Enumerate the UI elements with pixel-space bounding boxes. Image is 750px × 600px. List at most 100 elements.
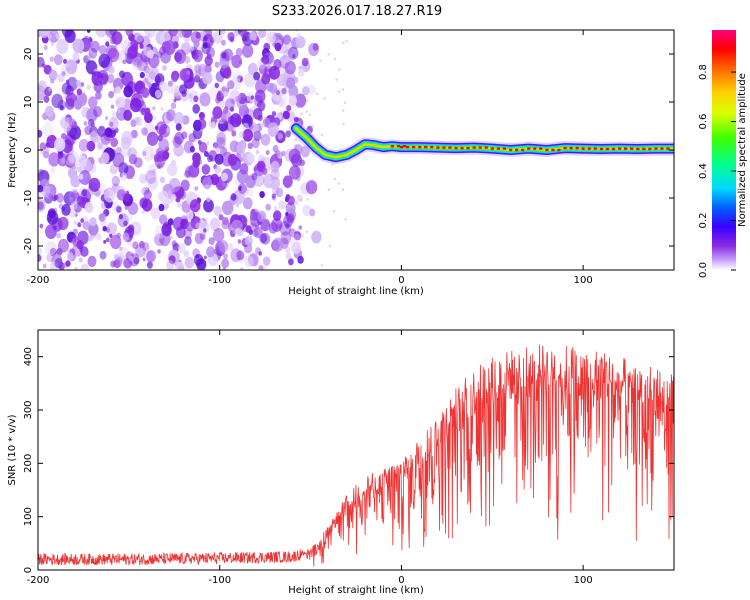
snr-panel: -200 -100 0 100 0 100 200 300 400 Height of stra… — [7, 329, 675, 596]
noise-blob — [78, 138, 89, 152]
noise-blob — [113, 89, 117, 94]
noise-blob — [38, 80, 47, 91]
noise-speck — [319, 59, 322, 62]
ridge-peak — [593, 147, 597, 150]
noise-blob — [80, 158, 92, 174]
snr-y-axis-label: SNR (10 * v/v) — [7, 414, 18, 485]
noise-blob — [158, 138, 169, 152]
ridge-peak — [575, 146, 579, 150]
noise-blob — [106, 222, 117, 236]
noise-blob — [154, 233, 165, 247]
noise-blob — [131, 56, 143, 71]
noise-blob — [78, 173, 84, 180]
noise-blob — [166, 260, 175, 270]
noise-blob — [277, 132, 284, 140]
noise-speck — [337, 182, 340, 185]
noise-blob — [312, 43, 319, 51]
noise-blob — [165, 203, 169, 209]
noise-blob — [73, 178, 79, 185]
noise-blob — [224, 98, 235, 111]
noise-blob — [230, 193, 237, 201]
noise-blob — [245, 225, 252, 233]
noise-blob — [111, 175, 121, 187]
noise-blob — [158, 190, 168, 202]
noise-blob — [231, 54, 243, 69]
noise-blob — [244, 243, 253, 254]
noise-blob — [160, 106, 164, 111]
noise-blob — [81, 189, 88, 197]
noise-blob — [288, 165, 301, 180]
noise-blob — [194, 232, 204, 245]
noise-blob — [142, 150, 147, 156]
ridge-peak — [466, 146, 470, 150]
ridge-peak — [484, 146, 488, 149]
noise-blob — [203, 35, 208, 42]
noise-blob — [235, 47, 243, 57]
noise-blob — [272, 33, 280, 41]
noise-speck — [333, 57, 337, 61]
ridge-peak — [636, 147, 640, 151]
noise-blob — [79, 151, 86, 159]
noise-blob — [184, 170, 191, 179]
noise-speck — [294, 138, 298, 142]
noise-blob — [250, 208, 256, 215]
noise-blob — [220, 110, 232, 124]
noise-speck — [342, 122, 345, 125]
noise-blob — [106, 74, 115, 84]
noise-blob — [207, 154, 213, 163]
noise-blob — [77, 222, 82, 228]
noise-blob — [98, 186, 104, 193]
noise-blob — [66, 66, 71, 72]
noise-blob — [171, 84, 181, 97]
figure-title: S233.2026.017.18.27.R19 — [272, 4, 442, 19]
noise-blob — [143, 77, 149, 85]
noise-blob — [192, 158, 200, 168]
noise-blob — [240, 267, 244, 270]
noise-blob — [184, 56, 191, 64]
noise-blob — [110, 137, 119, 148]
noise-blob — [199, 92, 211, 107]
spectrogram-x-tick-label: 100 — [574, 275, 593, 286]
noise-speck — [338, 68, 341, 71]
noise-blob — [132, 241, 139, 250]
noise-speck — [341, 188, 345, 191]
noise-blob — [103, 130, 113, 142]
noise-blob — [221, 86, 226, 92]
noise-blob — [119, 246, 123, 251]
noise-blob — [221, 258, 230, 269]
noise-blob — [98, 213, 106, 222]
noise-blob — [299, 159, 305, 167]
noise-blob — [230, 219, 243, 235]
noise-blob — [201, 164, 211, 175]
noise-blob — [215, 71, 225, 83]
ridge-peak — [472, 146, 476, 149]
snr-plot-area — [38, 344, 674, 567]
noise-blob — [113, 253, 119, 260]
noise-blob — [286, 213, 295, 224]
colorbar-tick-label: 0.0 — [698, 262, 709, 278]
noise-blob — [225, 87, 230, 92]
spectrogram-y-tick-label: 10 — [23, 96, 34, 109]
noise-blob — [78, 170, 91, 185]
noise-blob — [108, 117, 119, 130]
noise-blob — [171, 240, 177, 247]
ridge-peak — [390, 145, 394, 148]
noise-speck — [342, 41, 345, 45]
ridge-peak — [515, 148, 519, 152]
noise-blob — [51, 30, 57, 34]
noise-blob — [159, 123, 170, 138]
noise-speck — [327, 188, 331, 192]
noise-blob — [206, 196, 211, 202]
noise-blob — [198, 220, 210, 235]
noise-blob — [222, 267, 227, 270]
noise-blob — [214, 153, 224, 165]
noise-blob — [244, 235, 253, 246]
noise-blob — [277, 97, 285, 108]
noise-speck — [310, 208, 313, 211]
snr-series-line — [38, 344, 674, 567]
noise-blob — [67, 252, 74, 261]
snr-y-tick-label: 0 — [23, 567, 34, 573]
noise-blob — [152, 106, 156, 111]
noise-blob — [294, 200, 299, 205]
